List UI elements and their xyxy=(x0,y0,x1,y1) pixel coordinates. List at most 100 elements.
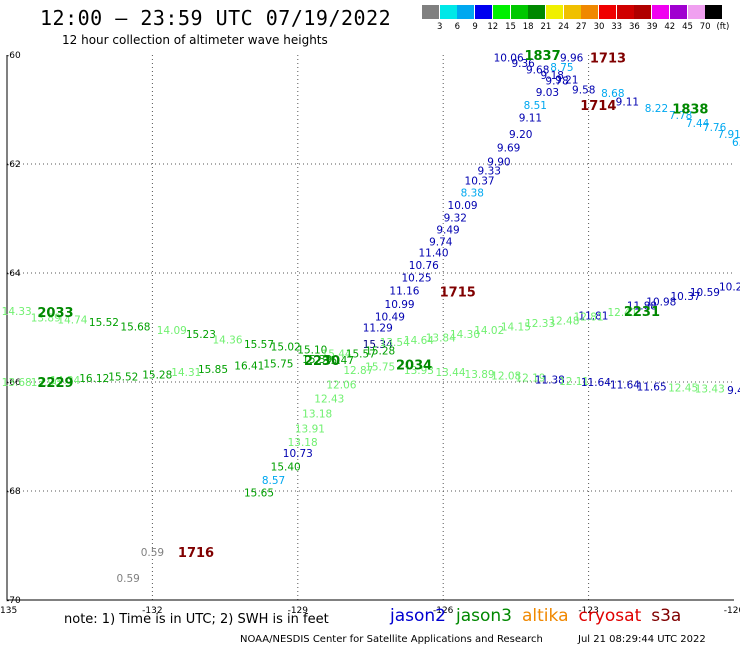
colorbar-swatch xyxy=(652,5,670,19)
wave-height-point: 15.57 xyxy=(244,339,274,351)
colorbar-label: 18 xyxy=(522,22,534,32)
wave-height-point: 15.57 xyxy=(346,349,376,361)
wave-height-point: 14.30 xyxy=(450,329,480,341)
wave-height-point: 16.41 xyxy=(234,361,264,373)
colorbar-label: 39 xyxy=(646,22,658,32)
pass-time-label: 1838 xyxy=(672,102,708,117)
wave-height-point: 12.43 xyxy=(314,393,344,405)
wave-height-point: 9.11 xyxy=(519,113,542,125)
wave-height-point: 14.31 xyxy=(171,367,201,379)
wave-height-point: 14.09 xyxy=(157,325,187,337)
colorbar-label: 3 xyxy=(436,22,443,32)
pass-time-label: 2230 xyxy=(304,354,340,369)
wave-height-point: 9.96 xyxy=(560,53,584,65)
colorbar-swatch xyxy=(457,5,475,19)
wave-height-point: 9.43 xyxy=(727,385,740,397)
units-note: note: 1) Time is in UTC; 2) SWH is in fe… xyxy=(64,612,329,627)
wave-height-point: 15.52 xyxy=(89,317,119,329)
wave-height-point: 8.51 xyxy=(524,100,547,112)
colorbar-label: 70 xyxy=(699,22,711,32)
wave-height-point: 14.34 xyxy=(50,375,80,387)
colorbar-label: 6 xyxy=(454,22,461,32)
y-tick-label: -64 xyxy=(6,269,21,279)
colorbar-label: (ft) xyxy=(716,22,730,32)
wave-height-point: 12.11 xyxy=(559,376,589,388)
wave-height-point: 15.10 xyxy=(297,344,327,356)
colorbar-label: 24 xyxy=(558,22,570,32)
wave-height-point: 7.44 xyxy=(686,118,710,130)
colorbar-swatch xyxy=(528,5,546,19)
wave-height-point: 15.68 xyxy=(120,321,150,333)
y-tick-label: -68 xyxy=(6,487,21,497)
colorbar-swatch xyxy=(599,5,616,19)
wave-height-point: 8.68 xyxy=(601,88,624,100)
wave-height-point: 13.44 xyxy=(435,367,465,379)
wave-height-point: 9.69 xyxy=(497,143,520,155)
wave-height-point: 11.88 xyxy=(627,301,657,313)
y-tick-label: -60 xyxy=(6,51,21,61)
wave-height-point: 15.23 xyxy=(186,329,216,341)
wave-height-point: 12.45 xyxy=(668,382,698,394)
wave-height-point: 9.74 xyxy=(429,236,453,248)
wave-height-point: 15.40 xyxy=(271,461,301,473)
wave-height-point: 15.47 xyxy=(324,355,354,367)
legend-jason3: jason3 xyxy=(456,606,512,626)
wave-height-point: 15.44 xyxy=(322,349,352,361)
wave-height-point: 15.34 xyxy=(363,339,393,351)
x-tick-label: -135 xyxy=(0,606,17,616)
colorbar-swatch xyxy=(492,5,510,19)
footer-credit: NOAA/NESDIS Center for Satellite Applica… xyxy=(240,634,543,645)
wave-height-point: 10.37 xyxy=(465,175,495,187)
wave-height-point: 13.89 xyxy=(465,369,495,381)
wave-height-point: 11.64 xyxy=(610,380,640,392)
colorbar-swatch xyxy=(439,5,457,19)
colorbar-label: 33 xyxy=(611,22,623,32)
wave-height-point: 16.12 xyxy=(79,373,109,385)
page-title: 12:00 — 23:59 UTC 07/19/2022 xyxy=(40,6,392,30)
wave-height-point: 8.38 xyxy=(461,187,484,199)
wave-height-point: 8.22 xyxy=(645,103,668,115)
wave-height-point: 12.08 xyxy=(491,370,521,382)
wave-height-point: 11.64 xyxy=(581,377,611,389)
wave-height-point: 10.73 xyxy=(283,448,313,460)
legend-jason2: jason2 xyxy=(390,606,446,626)
wave-height-point: 15.39 xyxy=(302,354,332,366)
wave-height-point: 11.29 xyxy=(363,323,393,335)
wave-height-point: 12.41 xyxy=(607,307,637,319)
y-tick-label: -62 xyxy=(6,160,21,170)
chart-ticks: -135 -132 -129 -126 -123 -120 -60 -62 -64 -66 -68 -… xyxy=(0,51,740,616)
wave-height-point: 10.59 xyxy=(690,287,720,299)
wave-height-point: 13.68 xyxy=(2,377,32,389)
colorbar-label: 30 xyxy=(593,22,605,32)
wave-height-point: 12.33 xyxy=(525,318,555,330)
wave-height-point: 10.99 xyxy=(385,299,415,311)
wave-height-point: 14.15 xyxy=(501,321,531,333)
wave-height-point: 10.98 xyxy=(646,296,676,308)
wave-height-point: 9.21 xyxy=(555,75,578,87)
wave-height-point: 9.11 xyxy=(616,96,639,108)
pass-time-label: 1714 xyxy=(580,99,616,114)
x-tick-label: -120 xyxy=(724,606,740,616)
x-tick-label: -132 xyxy=(142,606,162,616)
wave-height-point: 12.48 xyxy=(549,315,579,327)
wave-height-point: 13.90 xyxy=(31,377,61,389)
satellite-legend: jason2 jason3 altika cryosat s3a xyxy=(390,606,691,626)
wave-height-point: 15.02 xyxy=(271,342,301,354)
wave-height-point: 9.68 xyxy=(526,65,549,77)
colorbar-label: 36 xyxy=(628,22,640,32)
wave-height-point: 10.76 xyxy=(409,260,439,272)
colorbar-swatch xyxy=(687,5,705,19)
colorbar-label: 12 xyxy=(487,22,499,32)
legend-s3a: s3a xyxy=(651,606,682,626)
legend-altika: altika xyxy=(522,606,569,626)
wave-height-point: 15.28 xyxy=(142,369,172,381)
wave-height-point: 12.81 xyxy=(574,312,604,324)
pass-time-label: 2229 xyxy=(37,376,73,391)
pass-time-label: 1715 xyxy=(440,286,476,301)
pass-time-label: 1716 xyxy=(178,546,214,561)
wave-height-point: 13.84 xyxy=(426,332,456,344)
wave-height-point: 7.78 xyxy=(669,110,692,122)
wave-height-point: 14.36 xyxy=(212,334,242,346)
wave-height-point: 13.93 xyxy=(404,365,434,377)
